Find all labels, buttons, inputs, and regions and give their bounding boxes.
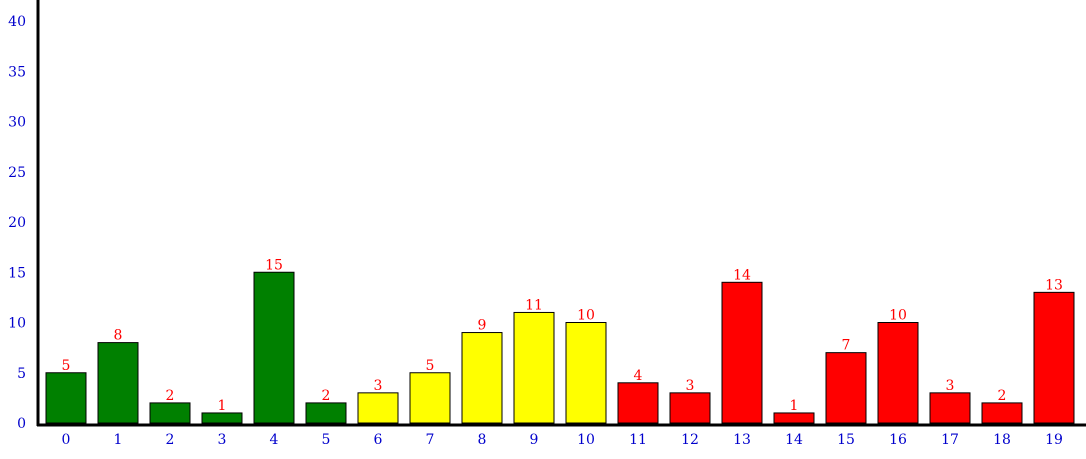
x-tick-label-12: 12 <box>681 432 699 448</box>
bar-4 <box>253 271 295 424</box>
y-tick-label-15: 15 <box>8 265 26 281</box>
bar-19 <box>1033 291 1075 424</box>
bar-7 <box>409 372 451 424</box>
bar-0 <box>45 372 87 424</box>
y-tick-label-20: 20 <box>8 215 26 231</box>
bar-18 <box>981 402 1023 424</box>
x-tick-label-9: 9 <box>530 432 539 448</box>
data-label-0: 5 <box>62 358 71 374</box>
data-label-4: 15 <box>265 257 283 273</box>
data-label-2: 2 <box>166 388 175 404</box>
data-label-11: 4 <box>634 368 643 384</box>
bar-9 <box>513 311 555 424</box>
y-tick-label-40: 40 <box>8 14 26 30</box>
data-label-6: 3 <box>374 378 383 394</box>
data-label-15: 7 <box>842 338 851 354</box>
x-tick-label-15: 15 <box>837 432 855 448</box>
data-label-13: 14 <box>733 267 751 283</box>
data-label-10: 10 <box>577 308 595 324</box>
x-tick-label-10: 10 <box>577 432 595 448</box>
bars <box>45 271 1075 424</box>
bar-11 <box>617 382 659 424</box>
y-tick-label-5: 5 <box>17 366 26 382</box>
bar-6 <box>357 392 399 424</box>
x-tick-label-11: 11 <box>629 432 647 448</box>
x-tick-label-5: 5 <box>322 432 331 448</box>
data-label-8: 9 <box>478 318 487 334</box>
bar-14 <box>773 412 815 424</box>
bar-1 <box>97 342 139 424</box>
x-tick-label-6: 6 <box>374 432 383 448</box>
bar-15 <box>825 352 867 424</box>
data-label-1: 8 <box>114 328 123 344</box>
bar-17 <box>929 392 971 424</box>
data-label-17: 3 <box>946 378 955 394</box>
bar-12 <box>669 392 711 424</box>
data-label-5: 2 <box>322 388 331 404</box>
y-axis-ticks: 0 5 10 15 20 25 30 35 40 <box>8 14 26 432</box>
bar-13 <box>721 281 763 424</box>
bar-2 <box>149 402 191 424</box>
x-tick-label-1: 1 <box>114 432 123 448</box>
y-tick-label-0: 0 <box>17 416 26 432</box>
x-tick-label-17: 17 <box>941 432 959 448</box>
bar-10 <box>565 322 607 424</box>
bar-16 <box>877 322 919 424</box>
x-tick-label-3: 3 <box>218 432 227 448</box>
x-tick-label-18: 18 <box>993 432 1011 448</box>
y-tick-label-10: 10 <box>8 316 26 332</box>
y-tick-label-25: 25 <box>8 165 26 181</box>
data-label-7: 5 <box>426 358 435 374</box>
x-tick-label-4: 4 <box>270 432 279 448</box>
data-label-9: 11 <box>525 297 543 313</box>
x-tick-label-8: 8 <box>478 432 487 448</box>
data-label-16: 10 <box>889 308 907 324</box>
bar-3 <box>201 412 243 424</box>
data-label-12: 3 <box>686 378 695 394</box>
x-tick-label-14: 14 <box>785 432 803 448</box>
y-tick-label-35: 35 <box>8 64 26 80</box>
x-tick-label-13: 13 <box>733 432 751 448</box>
x-tick-label-7: 7 <box>426 432 435 448</box>
x-tick-label-2: 2 <box>166 432 175 448</box>
x-tick-label-16: 16 <box>889 432 907 448</box>
x-axis-ticks: 0 1 2 3 4 5 6 7 8 9 10 11 12 13 14 15 16 17 18 19 <box>62 432 1063 448</box>
data-label-14: 1 <box>790 398 799 414</box>
x-tick-label-0: 0 <box>62 432 71 448</box>
data-label-3: 1 <box>218 398 227 414</box>
x-tick-label-19: 19 <box>1045 432 1063 448</box>
y-tick-label-30: 30 <box>8 115 26 131</box>
bar-8 <box>461 332 503 424</box>
data-label-18: 2 <box>998 388 1007 404</box>
data-label-19: 13 <box>1045 277 1063 293</box>
bar-5 <box>305 402 347 424</box>
